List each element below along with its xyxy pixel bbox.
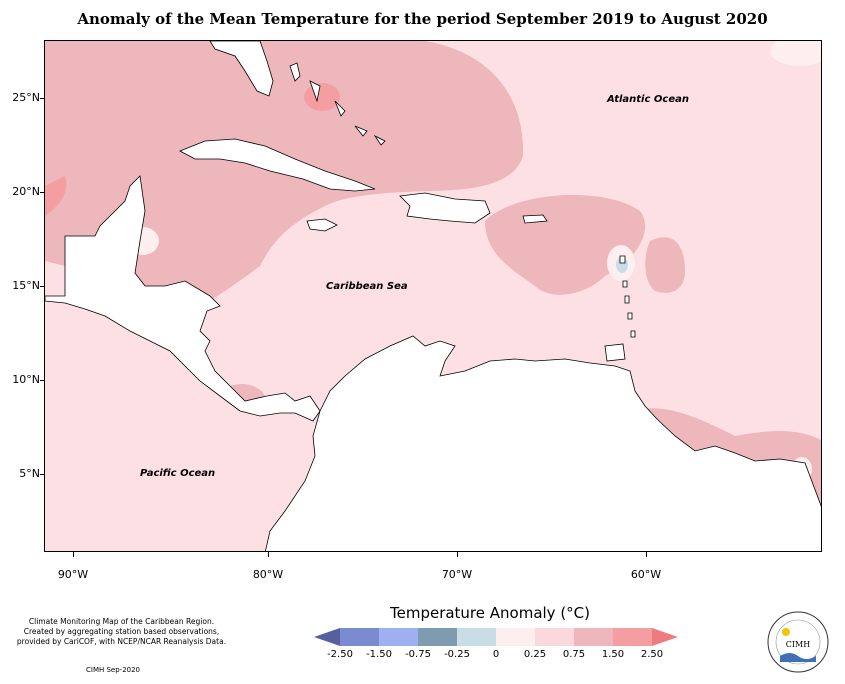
anomaly-zone-0.75-1.50-east bbox=[645, 237, 685, 293]
colorbar-bin-7 bbox=[574, 628, 613, 646]
colorbar-label: -0.25 bbox=[444, 649, 470, 660]
map-title: Anomaly of the Mean Temperature for the … bbox=[77, 10, 768, 28]
map-canvas bbox=[45, 41, 821, 551]
logo-text: CIMH bbox=[786, 640, 810, 649]
trinidad-land bbox=[604, 343, 626, 362]
puerto-rico-land bbox=[522, 214, 548, 224]
colorbar-bin-4 bbox=[457, 628, 496, 646]
colorbar-bin-above bbox=[652, 628, 678, 646]
colorbar-label: -2.50 bbox=[327, 649, 353, 660]
colorbar-bin-3 bbox=[418, 628, 457, 646]
hispaniola-land bbox=[399, 192, 491, 224]
lon-tick-mark bbox=[73, 552, 74, 557]
lat-tick-mark bbox=[40, 192, 44, 193]
lat-tick-mark bbox=[40, 98, 44, 99]
anomaly-zone-0.75-1.50-north bbox=[45, 41, 524, 309]
colorbar-label: 0.25 bbox=[523, 649, 547, 660]
credits-line-3: provided by CariCOF, with NCEP/NCAR Rean… bbox=[16, 637, 227, 646]
florida-land bbox=[209, 41, 274, 97]
lesser-antilles-land bbox=[619, 255, 636, 338]
legend-title: Temperature Anomaly (°C) bbox=[389, 604, 591, 622]
south-america-land bbox=[265, 335, 821, 551]
cuba-land bbox=[179, 138, 376, 192]
label-pacific-ocean: Pacific Ocean bbox=[140, 468, 216, 479]
colorbar-bin-5 bbox=[496, 628, 535, 646]
colorbar-label: 2.50 bbox=[640, 649, 664, 660]
credits-line-2: Created by aggregating station based obs… bbox=[23, 627, 220, 636]
colorbar-label: 1.50 bbox=[601, 649, 625, 660]
lon-tick-mark bbox=[457, 552, 458, 557]
lat-tick-20n: 20°N bbox=[12, 185, 40, 198]
credits-line-1: Climate Monitoring Map of the Caribbean … bbox=[28, 617, 215, 626]
lat-tick-5n: 5°N bbox=[19, 467, 40, 480]
lon-tick-mark bbox=[646, 552, 647, 557]
land bbox=[45, 41, 821, 551]
colorbar-label: -1.50 bbox=[366, 649, 392, 660]
lat-tick-10n: 10°N bbox=[12, 373, 40, 386]
label-caribbean-sea: Caribbean Sea bbox=[326, 281, 408, 292]
lat-tick-15n: 15°N bbox=[12, 279, 40, 292]
credits-stamp: CIMH Sep-2020 bbox=[86, 666, 141, 674]
anomaly-zone-0-0.25-ne bbox=[770, 41, 821, 66]
lat-tick-mark bbox=[40, 474, 44, 475]
anomaly-zone-1.50-2.50-bahamas bbox=[304, 83, 340, 111]
colorbar bbox=[314, 628, 678, 646]
colorbar-bin-1 bbox=[340, 628, 379, 646]
label-atlantic-ocean: Atlantic Ocean bbox=[607, 94, 689, 105]
lon-tick-60w: 60°W bbox=[630, 568, 662, 581]
colorbar-bin-2 bbox=[379, 628, 418, 646]
lon-tick-mark bbox=[268, 552, 269, 557]
lon-tick-70w: 70°W bbox=[441, 568, 473, 581]
central-america-land bbox=[45, 175, 321, 422]
cimh-logo-icon: CIMH bbox=[767, 611, 829, 673]
jamaica-land bbox=[306, 218, 338, 232]
bahamas-land bbox=[289, 62, 386, 146]
lat-tick-mark bbox=[40, 286, 44, 287]
lon-tick-80w: 80°W bbox=[252, 568, 284, 581]
lon-tick-90w: 90°W bbox=[57, 568, 89, 581]
colorbar-bin-8 bbox=[613, 628, 652, 646]
colorbar-label: 0.75 bbox=[562, 649, 586, 660]
colorbar-label: -0.75 bbox=[405, 649, 431, 660]
colorbar-bin-below bbox=[314, 628, 340, 646]
lat-tick-mark bbox=[40, 380, 44, 381]
anomaly-zone-1.50-2.50-mexico bbox=[45, 176, 67, 216]
colorbar-bin-6 bbox=[535, 628, 574, 646]
credits: Climate Monitoring Map of the Caribbean … bbox=[14, 617, 229, 647]
anomaly-map: Atlantic Ocean Caribbean Sea Pacific Oce… bbox=[44, 40, 822, 552]
colorbar-label: 0 bbox=[492, 649, 500, 660]
lat-tick-25n: 25°N bbox=[12, 91, 40, 104]
